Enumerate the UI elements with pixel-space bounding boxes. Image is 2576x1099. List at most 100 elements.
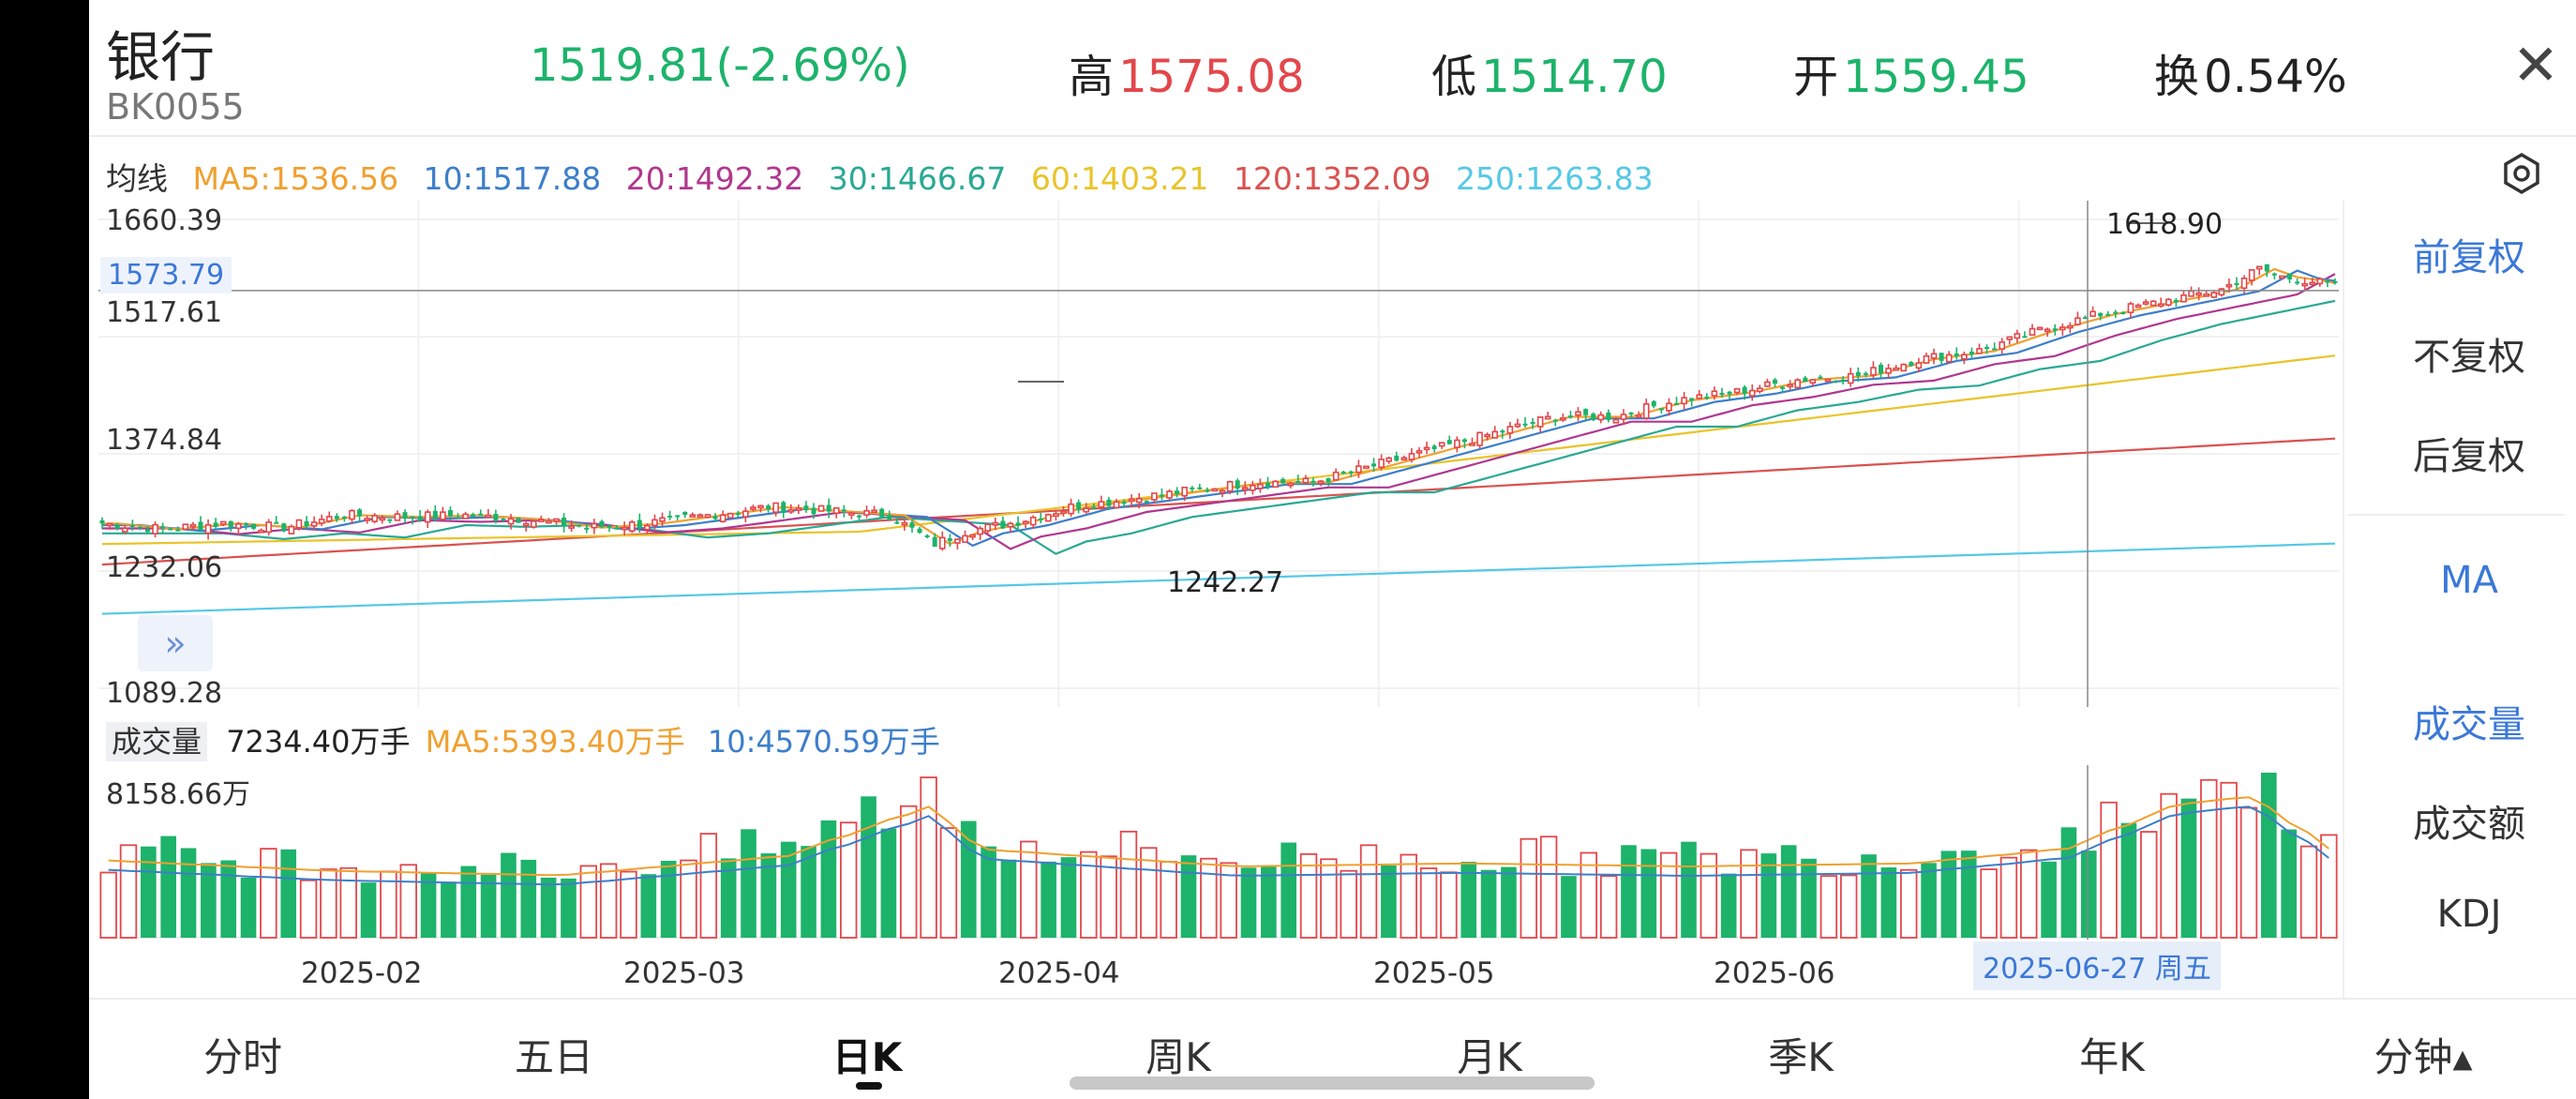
candle-up — [2045, 329, 2050, 331]
volume-bar-up — [681, 861, 696, 938]
volume-bar-up — [621, 872, 637, 938]
candle-up — [2038, 327, 2043, 329]
volume-bar-up — [1741, 850, 1757, 938]
candle-up — [266, 522, 271, 532]
turnover-stat: 换 0.54% — [2154, 39, 2347, 105]
ma-label: 均线 — [106, 160, 168, 197]
volume-bar-down — [280, 850, 296, 938]
scroll-handle[interactable] — [1070, 1076, 1595, 1090]
double-chevron-right-icon[interactable]: » — [138, 615, 213, 671]
ma30-value: 30:1466.67 — [829, 160, 1007, 197]
candle-down — [1295, 481, 1300, 483]
candle-down — [1568, 415, 1573, 417]
candle-down — [1349, 472, 1354, 474]
candle-up — [993, 523, 997, 525]
candle-up — [1334, 473, 1339, 480]
volume-bar-down — [1681, 842, 1697, 938]
x-tick-feb: 2025-02 — [301, 956, 423, 990]
tab-monthly-k[interactable]: 月K — [1405, 1026, 1574, 1083]
tab-intraday[interactable]: 分时 — [158, 1026, 327, 1083]
candle-up — [1712, 391, 1716, 396]
menu-no-adjust[interactable]: 不复权 — [2352, 326, 2576, 381]
candle-down — [736, 513, 741, 515]
candle-down — [948, 538, 952, 541]
candle-down — [175, 530, 180, 532]
volume-bar-up — [2321, 835, 2337, 938]
candle-down — [1106, 500, 1111, 506]
menu-volume[interactable]: 成交量 — [2352, 694, 2576, 748]
menu-kdj[interactable]: KDJ — [2352, 893, 2576, 936]
tab-quarterly-k[interactable]: 季K — [1716, 1026, 1885, 1083]
volume-bar-down — [520, 860, 536, 938]
tab-weekly-k[interactable]: 周K — [1094, 1026, 1263, 1083]
volume-chart[interactable] — [98, 765, 2404, 940]
price-chart[interactable] — [98, 201, 2404, 707]
volume-bar-down — [361, 882, 377, 938]
low-annotation: 1242.27 — [1167, 566, 1283, 599]
price-axis-label-2: 1517.61 — [106, 296, 222, 329]
candle-down — [1016, 522, 1021, 525]
volume-bar-down — [501, 853, 517, 938]
candle-down — [2098, 313, 2103, 317]
candle-up — [2029, 329, 2034, 336]
menu-indicator-ma[interactable]: MA — [2352, 559, 2576, 602]
candle-down — [1780, 387, 1785, 389]
candle-down — [2287, 274, 2292, 279]
volume-bar-up — [340, 868, 356, 938]
candle-up — [221, 521, 226, 523]
candle-down — [1205, 489, 1209, 491]
tab-minute[interactable]: 分钟▴ — [2339, 1026, 2508, 1083]
volume-bar-down — [1561, 876, 1577, 938]
candle-up — [1477, 432, 1482, 445]
candle-up — [2136, 306, 2141, 308]
candle-up — [1455, 440, 1460, 447]
high-stat: 高 1575.08 — [1069, 39, 1305, 105]
menu-backward-adjust[interactable]: 后复权 — [2352, 426, 2576, 480]
candle-down — [478, 514, 483, 516]
hexagon-settings-icon[interactable] — [2498, 150, 2545, 197]
candle-up — [2302, 284, 2307, 286]
candle-down — [138, 527, 142, 529]
volume-bar-down — [2061, 827, 2077, 938]
tab-five-day[interactable]: 五日 — [470, 1026, 638, 1083]
candle-down — [342, 517, 347, 519]
candle-down — [335, 516, 339, 519]
candle-up — [1409, 454, 1414, 459]
candle-up — [1644, 404, 1649, 418]
candle-down — [130, 525, 135, 527]
candle-down — [1462, 440, 1467, 443]
candle-up — [728, 514, 733, 518]
candle-down — [1629, 413, 1634, 414]
volume-ma5: MA5:5393.40万手 — [426, 724, 685, 760]
volume-legend: 成交量 7234.40万手 MA5:5393.40万手 10:4570.59万手 — [106, 718, 940, 761]
candle-up — [1130, 499, 1134, 501]
candle-down — [1591, 414, 1595, 420]
candle-up — [1182, 488, 1187, 496]
x-tick-apr: 2025-04 — [998, 956, 1120, 990]
turnover-label: 换 — [2154, 51, 2199, 103]
candle-down — [1145, 501, 1149, 503]
candle-down — [637, 520, 642, 528]
candle-up — [153, 525, 157, 534]
candle-down — [1310, 481, 1315, 483]
menu-forward-adjust[interactable]: 前复权 — [2352, 227, 2576, 281]
candle-down — [2120, 312, 2125, 314]
candle-up — [1924, 356, 1928, 363]
menu-turnover-amount[interactable]: 成交额 — [2352, 793, 2576, 848]
price-axis-label-max: 1660.39 — [106, 204, 222, 237]
x-tick-jun: 2025-06 — [1714, 956, 1835, 990]
tab-daily-k[interactable]: 日K — [783, 1026, 951, 1083]
volume-bar-up — [2001, 858, 2017, 938]
tab-yearly-k[interactable]: 年K — [2028, 1026, 2196, 1083]
candle-up — [1054, 514, 1058, 516]
candle-up — [395, 514, 399, 520]
candle-down — [1841, 380, 1846, 382]
price-axis-label-3: 1374.84 — [106, 424, 222, 457]
candle-up — [1251, 486, 1255, 490]
candle-up — [1084, 508, 1088, 512]
volume-bar-down — [1921, 863, 1937, 938]
volume-label: 成交量 — [106, 722, 207, 761]
close-icon[interactable]: ✕ — [2508, 38, 2564, 94]
volume-bar-down — [441, 881, 457, 938]
candle-up — [1386, 459, 1391, 461]
